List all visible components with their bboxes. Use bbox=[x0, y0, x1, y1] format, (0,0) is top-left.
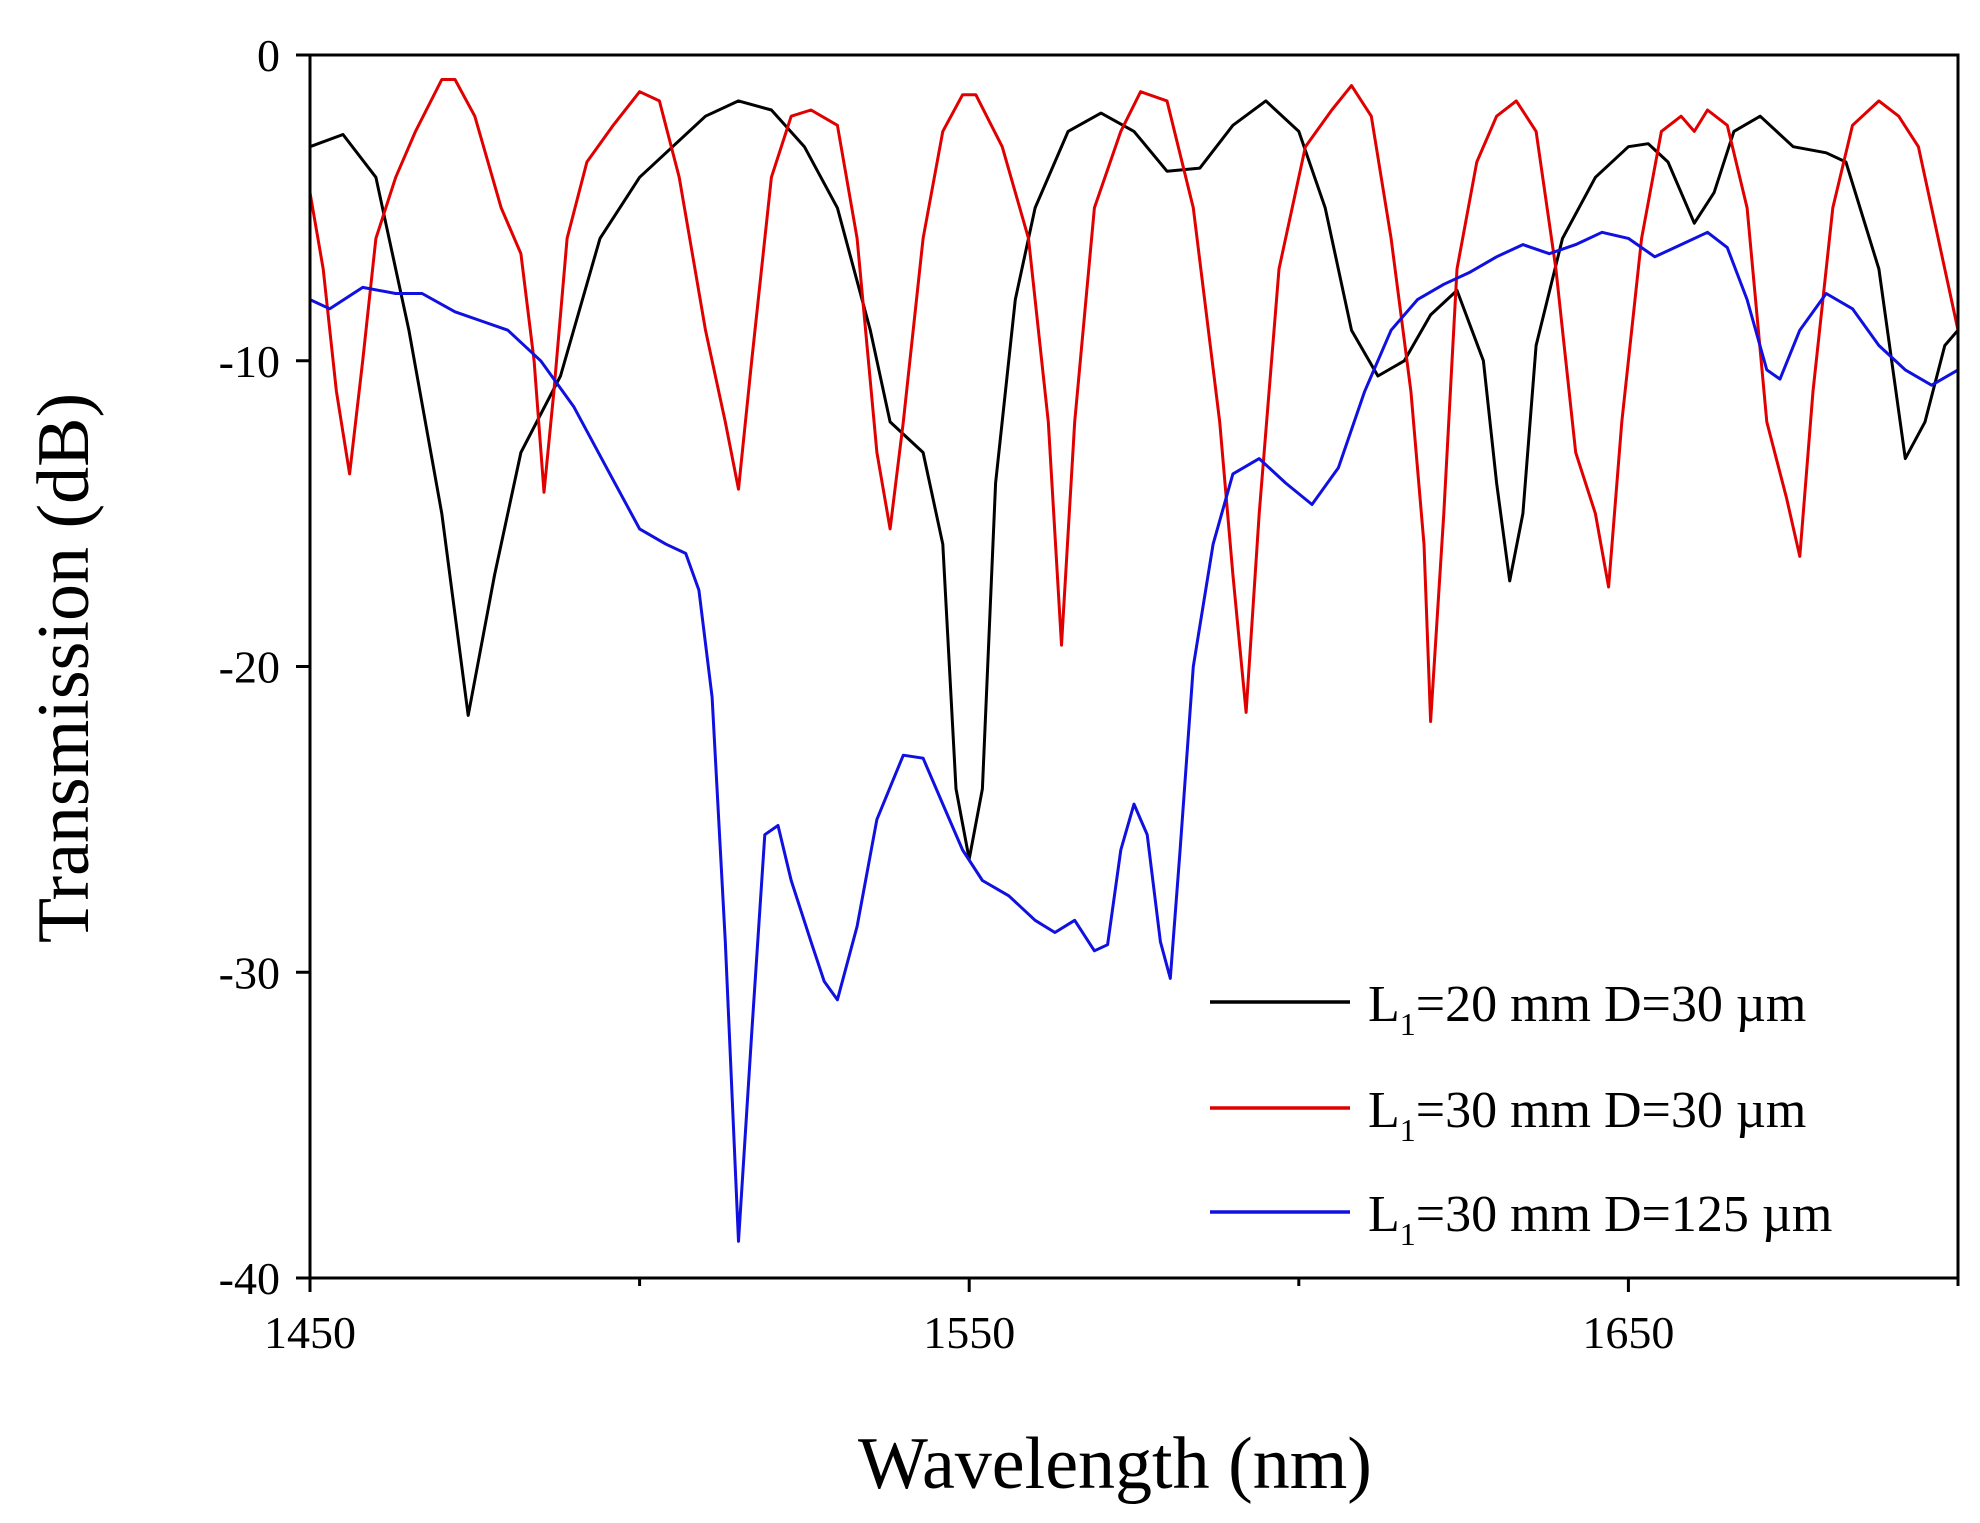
legend: L1=20 mm D=30 µm L1=30 mm D=30 µm L1=30 mm… bbox=[1210, 976, 1832, 1252]
series-layer bbox=[308, 78, 1960, 1243]
y-tick-label: 0 bbox=[257, 30, 280, 81]
x-axis-title: Wavelength (nm) bbox=[858, 1423, 1372, 1505]
legend-label: L1=30 mm D=125 µm bbox=[1368, 1186, 1832, 1252]
y-tick-label: -10 bbox=[219, 336, 280, 387]
legend-entry-3: L1=30 mm D=125 µm bbox=[1210, 1186, 1832, 1252]
legend-entry-1: L1=20 mm D=30 µm bbox=[1210, 976, 1806, 1042]
series-line-1 bbox=[308, 99, 1960, 861]
y-tick-label: -20 bbox=[219, 642, 280, 693]
series-line-2 bbox=[308, 78, 1960, 723]
legend-entry-2: L1=30 mm D=30 µm bbox=[1210, 1082, 1806, 1148]
legend-label: L1=30 mm D=30 µm bbox=[1368, 1082, 1806, 1148]
y-tick-label: -30 bbox=[219, 947, 280, 998]
x-tick-label: 1550 bbox=[923, 1307, 1015, 1358]
x-tick-label: 1450 bbox=[264, 1307, 356, 1358]
series-line-3 bbox=[308, 230, 1960, 1243]
legend-label: L1=20 mm D=30 µm bbox=[1368, 976, 1806, 1042]
y-axis-title: Transmission (dB) bbox=[23, 393, 105, 943]
y-tick-label: -40 bbox=[219, 1253, 280, 1304]
axis-ticks: 1450 1550 1650 0 -10 -20 -30 -40 bbox=[219, 30, 1960, 1358]
x-tick-label: 1650 bbox=[1582, 1307, 1674, 1358]
